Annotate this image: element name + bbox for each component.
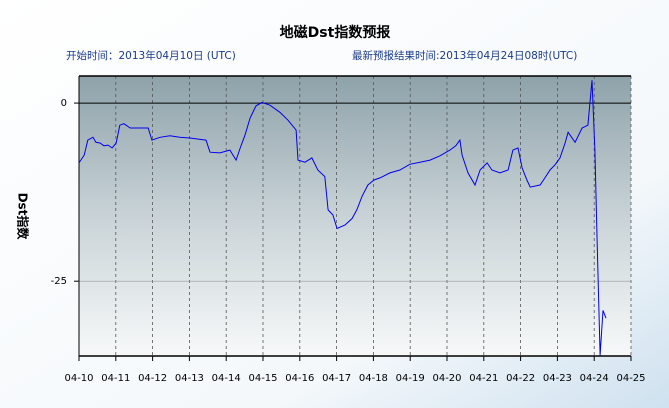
y-axis-label: Dst指数 [16, 193, 31, 241]
x-tick-label: 04-22 [506, 373, 535, 384]
x-tick-label: 04-20 [432, 373, 461, 384]
x-tick-label: 04-18 [359, 373, 388, 384]
subtitle-left: 开始时间：2013年04月10日 (UTC) [66, 49, 236, 62]
x-tick-label: 04-23 [543, 373, 572, 384]
x-tick-label: 04-15 [248, 373, 277, 384]
chart-title: 地磁Dst指数预报 [280, 24, 391, 41]
x-tick-label: 04-16 [285, 373, 314, 384]
x-tick-label: 04-19 [396, 373, 425, 384]
plot-area [79, 76, 631, 356]
y-tick-label: 0 [61, 98, 67, 109]
x-tick-label: 04-13 [175, 373, 204, 384]
x-tick-label: 04-17 [322, 373, 351, 384]
subtitle-right: 最新预报结果时间:2013年04月24日08时(UTC) [352, 49, 577, 62]
y-tick-label: -25 [51, 276, 67, 287]
x-tick-label: 04-10 [64, 373, 93, 384]
x-tick-label: 04-11 [101, 373, 130, 384]
x-tick-label: 04-21 [469, 373, 498, 384]
x-tick-label: 04-24 [580, 373, 609, 384]
x-tick-label: 04-25 [616, 373, 645, 384]
x-tick-label: 04-14 [212, 373, 241, 384]
data-line [78, 80, 607, 356]
x-tick-label: 04-12 [138, 373, 167, 384]
